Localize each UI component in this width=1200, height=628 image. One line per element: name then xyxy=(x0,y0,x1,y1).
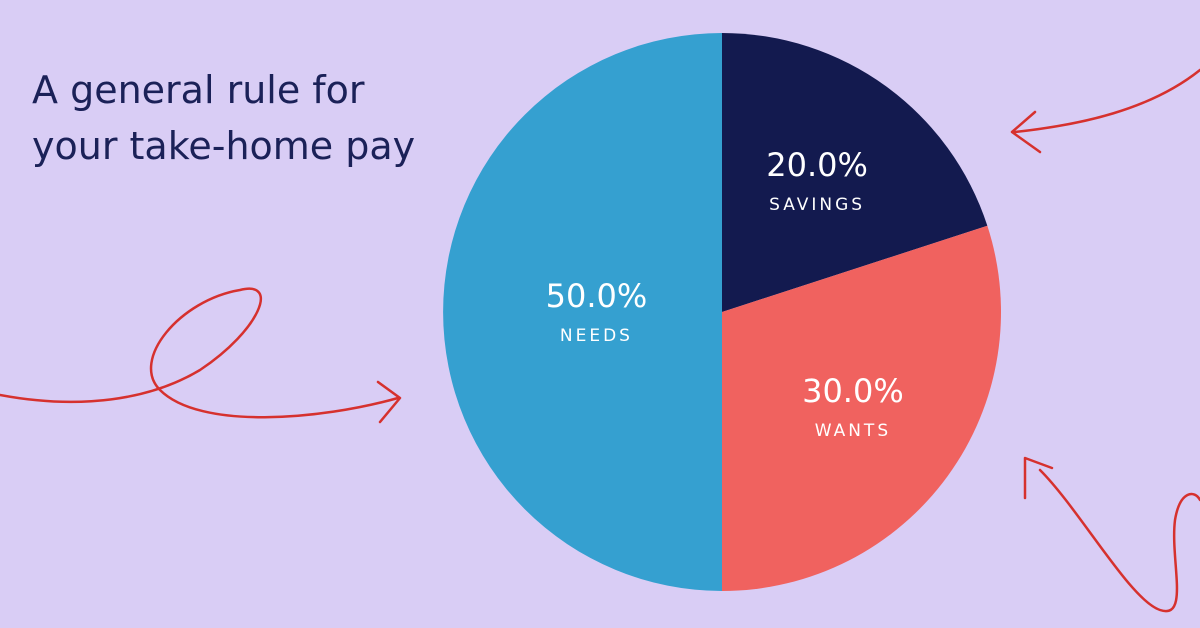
pie-slice xyxy=(722,225,1001,592)
slice-value-label: 20.0% xyxy=(766,146,868,184)
arrow-bottom xyxy=(1038,468,1200,613)
chart-title: A general rule for your take-home pay xyxy=(32,68,416,168)
slice-value-label: 50.0% xyxy=(546,277,648,315)
arrow-bottom-head xyxy=(1023,456,1054,500)
arrow-top-head xyxy=(1010,110,1042,154)
arrow-top xyxy=(1013,68,1200,134)
slice-category-label: SAVINGS xyxy=(769,195,865,215)
pie-slice xyxy=(722,33,988,312)
arrow-left-head xyxy=(376,380,402,424)
slice-value-label: 30.0% xyxy=(802,372,904,410)
slice-category-label: NEEDS xyxy=(560,326,633,346)
pie-slice xyxy=(443,33,722,591)
arrow-left xyxy=(0,287,400,419)
decorations xyxy=(0,68,1200,613)
slice-category-label: WANTS xyxy=(815,421,891,441)
